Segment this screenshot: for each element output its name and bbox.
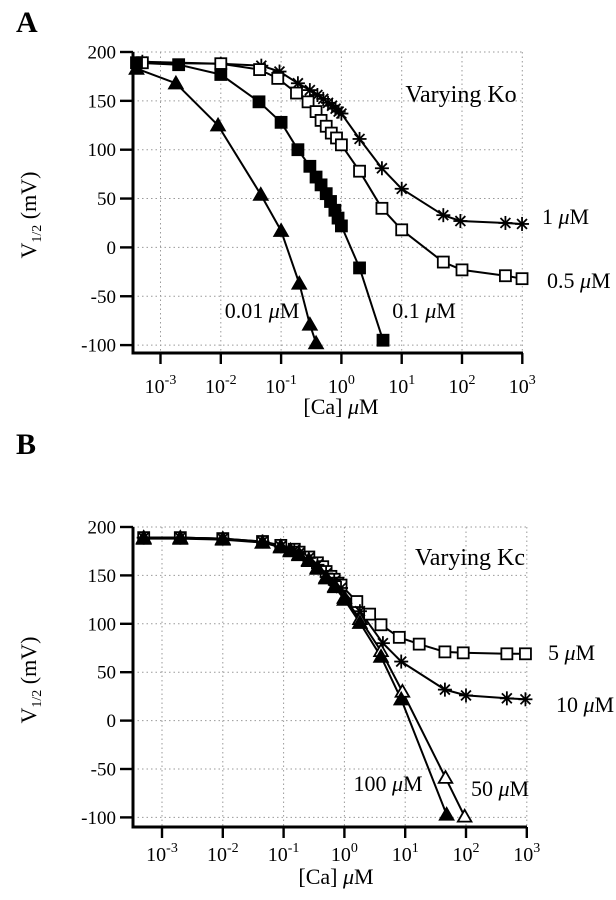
series-label-100-μM: 100 μM [353,771,422,796]
y-tick-label: 0 [107,238,117,259]
panel-a: 200 150 100 50 0 -50 -100 10-3 10-2 10-1 100 101 102… [16,6,611,419]
annotation-varying-kc: Varying Kc [415,545,525,571]
x-tick-label: 100 [331,841,358,866]
x-tick-label: 102 [453,841,480,866]
series-label-0.1-μM: 0.1 μM [392,298,456,323]
series-label-0.5-μM: 0.5 μM [547,268,611,293]
x-tick-label: 10-3 [146,841,178,866]
markers-0.01-μM [128,60,325,350]
y-tick-label: 50 [97,189,116,210]
annotation-varying-ko: Varying Ko [405,82,516,108]
series-label-50-μM: 50 μM [471,776,529,801]
x-tick-label: 101 [388,373,415,398]
x-tick-label: 10-2 [207,841,239,866]
y-tick-label: -50 [91,760,116,781]
y-tick-label: 100 [88,140,117,161]
panel-letter: A [16,6,38,39]
markers-0.1-μM [130,56,390,347]
axes [120,50,524,364]
y-tick-label: 100 [88,614,117,635]
y-axis-title: V1/2 (mV) [16,172,45,259]
x-tick-label: 103 [513,841,540,866]
y-tick-label: 0 [107,711,117,732]
series-label-1-μM: 1 μM [542,204,589,229]
panel-b: 200 150 100 50 0 -50 -100 10-3 10-2 10-1 100 101 102… [16,428,614,889]
curve-0.01-μM [136,67,318,344]
series-label-0.01-μM: 0.01 μM [225,298,300,323]
panel-letter: B [16,428,36,461]
x-tick-label: 103 [509,373,536,398]
y-tick-label: 150 [88,566,117,587]
markers-0.5-μM [135,56,529,286]
y-tick-label: -100 [81,808,116,829]
x-tick-label: 10-3 [145,373,177,398]
x-tick-label: 101 [392,841,419,866]
y-tick-label: 150 [88,91,117,112]
x-tick-label: 10-1 [268,841,300,866]
y-tick-label: 50 [97,663,116,684]
x-axis-title: [Ca] μM [298,864,373,889]
markers-100-μM [135,530,455,821]
y-tick-label: -100 [81,336,116,357]
y-tick-label: 200 [88,518,117,539]
x-tick-label: 102 [449,373,476,398]
grid [133,526,528,827]
x-tick-label: 100 [328,373,355,398]
series-label-10-μM: 10 μM [556,692,614,717]
axes [120,525,528,838]
series-label-5-μM: 5 μM [548,640,595,665]
y-axis-title: V1/2 (mV) [16,637,45,724]
x-tick-label: 10-2 [205,373,237,398]
y-tick-label: -50 [91,287,116,308]
x-axis-title: [Ca] μM [303,394,378,419]
y-tick-label: 200 [88,43,117,64]
x-tick-label: 10-1 [265,373,297,398]
